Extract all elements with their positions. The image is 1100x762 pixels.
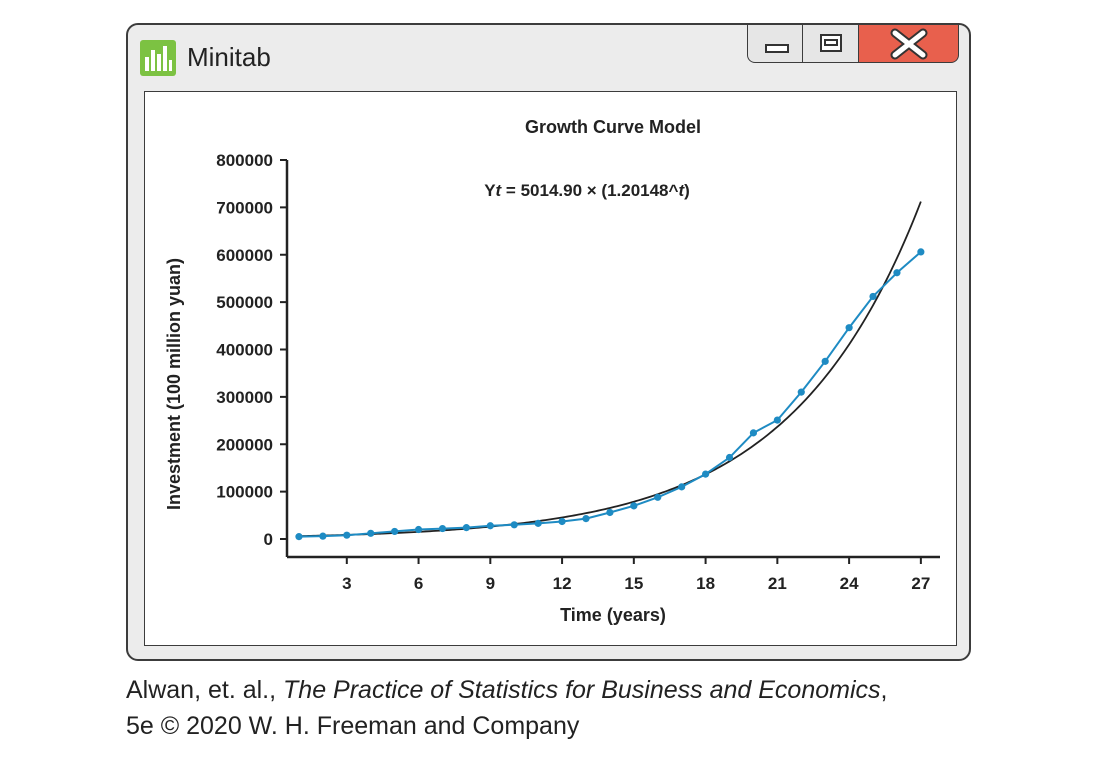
x-tick-label: 9: [486, 574, 495, 593]
y-tick-label: 100000: [216, 483, 273, 502]
x-tick-label: 15: [624, 574, 643, 593]
maximize-button[interactable]: [803, 25, 859, 63]
series-line: [298, 251, 922, 538]
data-point: [319, 532, 327, 540]
y-tick-label: 400000: [216, 341, 273, 360]
data-point: [438, 524, 447, 533]
minitab-bar-chart-icon: [140, 40, 176, 76]
data-point: [725, 453, 734, 462]
window-title: Minitab: [187, 42, 271, 72]
data-point: [701, 470, 710, 478]
caption-line-1: Alwan, et. al., The Practice of Statisti…: [126, 676, 888, 704]
data-point: [391, 527, 399, 536]
data-point: [462, 524, 470, 532]
y-tick-label: 600000: [216, 246, 273, 265]
caption-line-2: 5e © 2020 W. H. Freeman and Company: [126, 712, 580, 740]
data-point: [367, 529, 375, 537]
data-point: [797, 388, 805, 396]
maximize-icon: [820, 34, 842, 52]
data-point: [558, 517, 566, 526]
data-point: [414, 525, 423, 534]
axes: 0 100000 200000 300000 400000 500000 600000 700…: [216, 151, 940, 593]
y-tick-label: 0: [264, 530, 273, 549]
data-point: [534, 519, 542, 527]
data-point: [845, 324, 853, 332]
growth-curve-chart: Growth Curve Model Yt = 5014.90 × (1.201…: [164, 117, 940, 625]
x-tick-label: 27: [911, 574, 930, 593]
fitted-curve: [298, 201, 922, 538]
y-tick-label: 800000: [216, 151, 273, 170]
x-axis-label: Time (years): [560, 605, 666, 625]
data-point: [582, 515, 590, 523]
data-point: [869, 292, 877, 301]
source-caption: Alwan, et. al., The Practice of Statisti…: [126, 672, 887, 744]
data-point: [917, 248, 925, 256]
x-tick-label: 18: [696, 574, 715, 593]
x-tick-label: 3: [342, 574, 351, 593]
y-tick-label: 700000: [216, 198, 273, 217]
data-point: [486, 522, 494, 530]
y-tick-label: 200000: [216, 435, 273, 454]
data-point: [630, 502, 638, 510]
data-point: [343, 531, 351, 539]
x-tick-label: 21: [768, 574, 787, 593]
data-point: [773, 416, 781, 424]
window-controls: [747, 25, 959, 65]
graph-window: Growth Curve Model Yt = 5014.90 × (1.201…: [144, 91, 957, 646]
data-point: [821, 357, 829, 365]
chart-title: Growth Curve Model: [525, 117, 701, 137]
data-point: [749, 429, 758, 437]
model-equation: Yt = 5014.90 × (1.20148^t): [484, 181, 690, 200]
y-tick-label: 500000: [216, 293, 273, 312]
x-tick-label: 12: [553, 574, 572, 593]
data-point: [678, 483, 686, 491]
minimize-button[interactable]: [747, 25, 803, 63]
data-point: [606, 508, 614, 517]
close-x-icon: [890, 28, 928, 60]
minimize-icon: [765, 44, 789, 53]
data-point: [295, 533, 303, 541]
x-tick-label: 6: [414, 574, 423, 593]
y-tick-label: 300000: [216, 388, 273, 407]
plot-marks: [295, 201, 925, 541]
close-button[interactable]: [859, 25, 959, 63]
y-axis-label: Investment (100 million yuan): [164, 258, 184, 510]
data-point: [510, 521, 518, 529]
minitab-window: Minitab Growth Curve Model Yt = 5014.90 …: [126, 23, 971, 661]
data-point: [893, 269, 901, 277]
x-tick-label: 24: [840, 574, 859, 593]
data-point: [654, 493, 662, 501]
